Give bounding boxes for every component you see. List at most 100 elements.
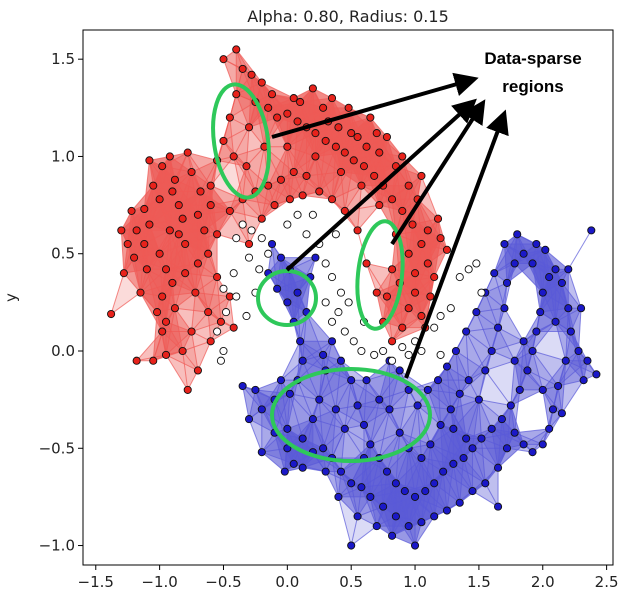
graph-edge <box>254 146 265 192</box>
density-triangle <box>297 88 313 128</box>
density-triangle <box>450 393 460 429</box>
blue-point <box>545 273 554 282</box>
red-point <box>398 152 407 161</box>
density-triangle <box>389 370 418 410</box>
graph-edge <box>274 179 282 206</box>
density-triangle <box>463 458 486 492</box>
graph-edge <box>178 233 199 264</box>
graph-edge <box>165 354 199 371</box>
graph-edge <box>429 444 444 472</box>
graph-edge <box>287 146 316 157</box>
graph-edge <box>235 74 252 95</box>
graph-edge <box>161 296 167 322</box>
graph-edge <box>361 185 393 200</box>
graph-edge <box>481 432 515 440</box>
density-triangle <box>386 269 409 309</box>
density-triangle <box>485 360 515 406</box>
density-triangle <box>392 308 426 342</box>
density-triangle <box>370 432 400 458</box>
density-triangle <box>427 389 460 425</box>
graph-edge <box>382 490 406 508</box>
density-triangle <box>312 409 336 449</box>
density-triangle <box>302 312 333 361</box>
density-triangle <box>302 354 324 400</box>
graph-edge <box>504 307 525 342</box>
graph-edge <box>480 438 486 484</box>
graph-edge <box>280 257 288 303</box>
density-triangle <box>274 172 303 206</box>
red-point <box>206 337 215 346</box>
graph-edge <box>433 249 448 278</box>
density-triangle <box>532 263 562 313</box>
graph-edge <box>478 399 482 439</box>
density-triangle <box>453 463 486 503</box>
graph-edge <box>280 360 303 381</box>
graph-edge <box>430 428 454 445</box>
graph-edge <box>478 399 493 430</box>
graph-edge <box>159 179 176 200</box>
density-triangle <box>519 341 528 390</box>
graph-edge <box>395 198 419 235</box>
graph-edge <box>399 276 435 284</box>
density-triangle <box>357 380 380 406</box>
density-triangle <box>172 179 198 215</box>
density-triangle <box>351 380 380 406</box>
graph-edge <box>216 159 247 167</box>
graph-edge <box>318 399 324 449</box>
red-point <box>130 253 139 262</box>
blue-point <box>347 376 356 385</box>
graph-edge <box>248 389 256 420</box>
density-triangle <box>182 331 198 371</box>
graph-edge <box>174 179 201 192</box>
density-triangle <box>162 308 183 351</box>
graph-edge <box>452 428 465 459</box>
density-triangle <box>293 452 326 472</box>
density-triangle <box>389 360 409 410</box>
graph-edge <box>148 160 161 200</box>
red-point <box>216 317 225 326</box>
graph-edge <box>369 409 390 445</box>
graph-edge <box>235 68 244 95</box>
graph-edge <box>366 146 375 177</box>
graph-edge <box>532 428 550 453</box>
graph-edge <box>286 101 301 147</box>
graph-edge <box>169 156 173 192</box>
density-triangle <box>210 185 243 211</box>
density-triangle <box>408 496 416 546</box>
graph-edge <box>395 432 401 484</box>
density-triangle <box>325 370 352 410</box>
density-triangle <box>319 360 341 410</box>
density-triangle <box>415 471 447 511</box>
graph-edge <box>404 457 422 492</box>
graph-edge <box>340 171 375 177</box>
density-triangle <box>289 393 320 420</box>
blue-point <box>391 479 400 488</box>
red-point <box>168 187 177 196</box>
density-triangle <box>443 463 460 503</box>
graph-edge <box>306 311 324 356</box>
density-triangle <box>363 409 390 445</box>
graph-edge <box>337 496 352 546</box>
density-triangle <box>472 448 507 484</box>
graph-edge <box>493 273 505 309</box>
graph-edge <box>386 136 403 157</box>
blue-point <box>538 288 547 297</box>
red-point <box>293 117 302 126</box>
graph-edge <box>152 312 158 361</box>
density-triangle <box>376 483 409 527</box>
density-triangle <box>478 399 502 429</box>
density-triangle <box>366 263 393 297</box>
graph-edge <box>187 152 218 161</box>
density-triangle <box>315 156 341 192</box>
density-triangle <box>366 360 390 400</box>
red-point <box>344 103 353 112</box>
density-triangle <box>417 199 439 244</box>
graph-edge <box>472 447 499 469</box>
graph-edge <box>420 483 435 523</box>
graph-edge <box>261 451 294 465</box>
red-point <box>181 239 190 249</box>
graph-edge <box>325 471 339 498</box>
red-point <box>433 214 443 223</box>
graph-edge <box>478 350 493 400</box>
graph-edge <box>144 229 171 245</box>
